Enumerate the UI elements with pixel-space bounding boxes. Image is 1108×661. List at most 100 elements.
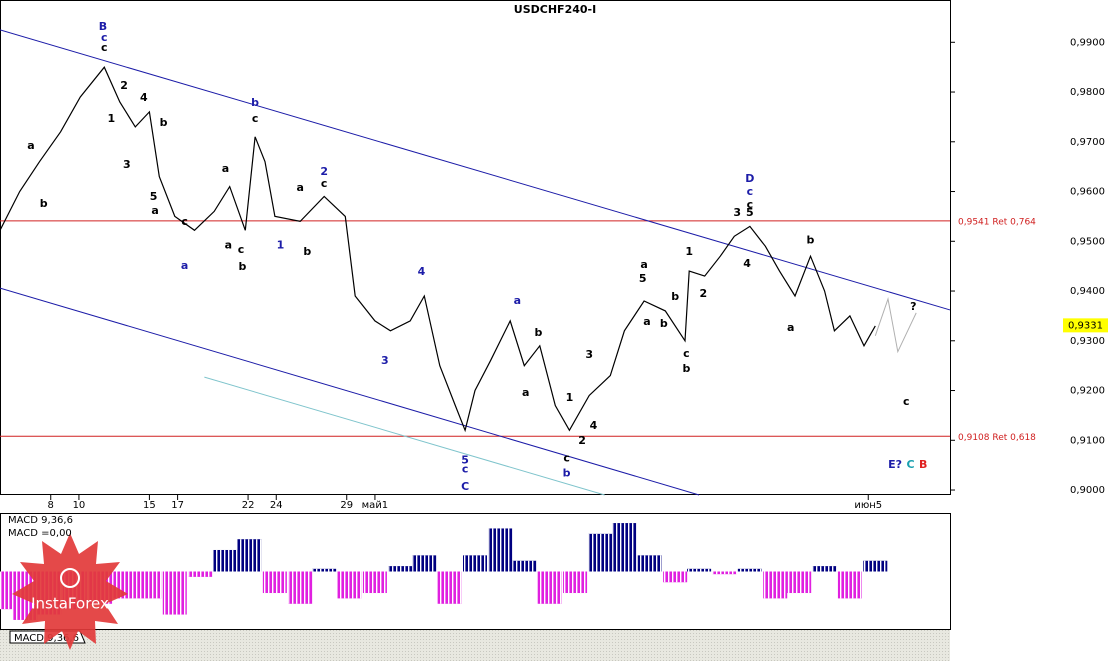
wave-label: c: [252, 112, 259, 125]
wave-label: a: [643, 315, 650, 328]
macd-bar-stripes: [488, 528, 513, 572]
wave-label: 1: [277, 238, 285, 251]
wave-label: a: [640, 258, 647, 271]
level-label: 0,9541 Ret 0,764: [958, 217, 1036, 227]
macd-bar-stripes: [687, 568, 712, 572]
wave-label: 3: [381, 354, 389, 367]
x-tick-label: май1: [362, 500, 389, 511]
macd-bar-stripes: [787, 571, 812, 594]
wave-label: 2: [700, 287, 708, 300]
macd-bar-stripes: [312, 568, 337, 572]
x-tick-label: 8: [48, 500, 54, 511]
wave-label: a: [151, 204, 158, 217]
wave-label: 5: [746, 206, 754, 219]
wave-label: 2: [578, 434, 586, 447]
y-tick-label: 0,9300: [1070, 336, 1105, 347]
macd-bar-stripes: [162, 571, 187, 615]
wave-label: 3: [733, 206, 741, 219]
wave-label: 4: [590, 419, 598, 432]
wave-label: 1: [566, 391, 574, 404]
logo-text: InstaForex: [31, 595, 109, 613]
logo-icon: [60, 568, 80, 588]
wave-label: c: [903, 395, 910, 408]
macd-bar-stripes: [337, 571, 362, 599]
wave-label: c: [181, 215, 188, 228]
macd-bar-stripes: [362, 571, 387, 594]
x-tick-label: 29: [340, 500, 353, 511]
wave-label: 4: [140, 91, 148, 104]
macd-bar-stripes: [863, 560, 888, 572]
macd-bar-stripes: [262, 571, 287, 594]
macd-bar-stripes: [188, 571, 213, 577]
trend-line: [204, 376, 605, 496]
wave-label: a: [787, 321, 794, 334]
wave-label: C: [906, 458, 914, 471]
wave-label: b: [534, 326, 542, 339]
wave-label: B: [99, 20, 107, 33]
wave-label: 4: [418, 265, 426, 278]
macd-bar-stripes: [137, 571, 162, 599]
wave-label: c: [462, 463, 469, 476]
wave-label: c: [238, 243, 245, 256]
macd-bar-stripes: [763, 571, 788, 599]
wave-label: a: [225, 238, 232, 251]
macd-bar-stripes: [237, 539, 262, 572]
logo-badge: [12, 533, 128, 650]
wave-label: 3: [123, 158, 131, 171]
wave-label: b: [807, 233, 815, 246]
wave-label: 5: [150, 190, 158, 203]
macd-bar-stripes: [737, 568, 762, 572]
x-tick-label: 17: [171, 500, 184, 511]
wave-label: 3: [585, 348, 593, 361]
wave-label: 5: [639, 272, 647, 285]
wave-label: b: [251, 96, 259, 109]
wave-label: b: [671, 290, 679, 303]
wave-label: b: [40, 197, 48, 210]
wave-label: a: [222, 162, 229, 175]
wave-label: C: [461, 480, 469, 493]
y-tick-label: 0,9500: [1070, 236, 1105, 247]
y-tick-label: 0,9600: [1070, 187, 1105, 198]
x-tick-label: 22: [242, 500, 255, 511]
wave-label: c: [683, 347, 690, 360]
x-tick-label: 10: [73, 500, 86, 511]
macd-bar-stripes: [437, 571, 462, 604]
macd-bar-stripes: [213, 549, 238, 572]
wave-label: c: [747, 198, 754, 211]
wave-label: b: [303, 245, 311, 258]
macd-bar-stripes: [812, 566, 837, 572]
wave-label: a: [514, 294, 521, 307]
wave-label: 1: [685, 245, 693, 258]
macd-bar-stripes: [663, 571, 688, 583]
level-label: 0,9108 Ret 0,618: [958, 433, 1036, 443]
wave-label: b: [563, 467, 571, 480]
wave-label: a: [297, 181, 304, 194]
macd-bar-stripes: [288, 571, 313, 604]
y-tick-label: 0,9200: [1070, 386, 1105, 397]
wave-label: c: [747, 185, 754, 198]
macd-bar-stripes: [388, 566, 413, 572]
macd-bar-stripes: [712, 571, 737, 575]
wave-label: E?: [888, 458, 902, 471]
macd-bar-stripes: [512, 560, 537, 572]
macd-bar-stripes: [412, 555, 437, 572]
wave-label: c: [563, 452, 570, 465]
macd-bar-stripes: [612, 523, 637, 572]
wave-label: 4: [743, 257, 751, 270]
y-tick-label: 0,9400: [1070, 286, 1105, 297]
current-price-label: 0,9331: [1068, 320, 1103, 331]
trend-line: [0, 287, 700, 496]
wave-label: 2: [320, 165, 328, 178]
price-line: [0, 66, 876, 433]
wave-label: a: [181, 259, 188, 272]
wave-label: ?: [910, 300, 916, 313]
y-tick-label: 0,9000: [1070, 485, 1105, 496]
bottom-band: [0, 630, 950, 661]
wave-label: 1: [108, 112, 116, 125]
wave-label: c: [321, 177, 328, 190]
trend-line: [0, 29, 951, 311]
wave-label: b: [682, 362, 690, 375]
chart-title: USDCHF240-I: [514, 3, 596, 16]
wave-label: B: [919, 458, 927, 471]
